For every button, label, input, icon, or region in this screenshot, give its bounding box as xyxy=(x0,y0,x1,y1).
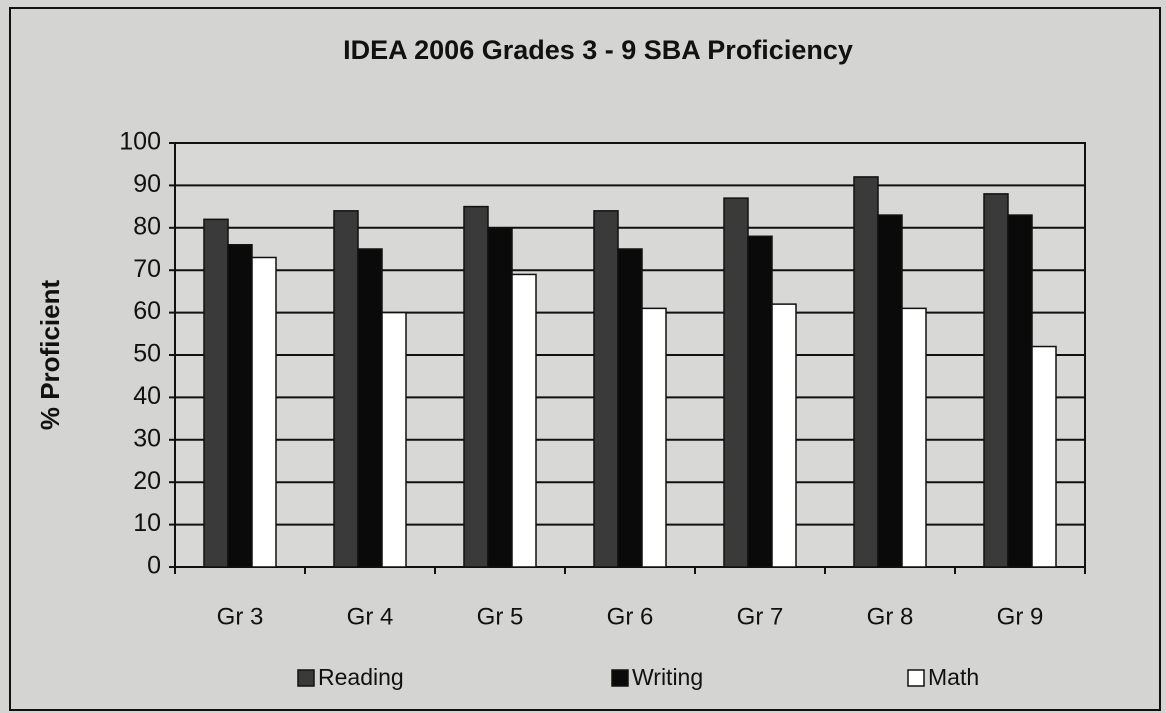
chart-title: IDEA 2006 Grades 3 - 9 SBA Proficiency xyxy=(343,35,853,65)
bar xyxy=(901,307,927,568)
bar xyxy=(251,256,277,568)
legend-swatch xyxy=(297,669,315,687)
bar xyxy=(747,235,773,568)
legend-swatch xyxy=(907,669,925,687)
bar xyxy=(853,176,879,568)
y-tick-label: 40 xyxy=(133,382,161,410)
legend-label: Reading xyxy=(318,664,404,690)
x-tick-label: Gr 5 xyxy=(477,603,524,630)
x-tick-label: Gr 4 xyxy=(347,603,394,630)
x-tick-label: Gr 7 xyxy=(737,603,784,630)
bar xyxy=(227,244,253,568)
x-tick-label: Gr 6 xyxy=(607,603,654,630)
bar xyxy=(771,303,797,568)
bar xyxy=(381,311,407,568)
bar xyxy=(641,307,667,568)
bar xyxy=(877,214,903,568)
bar xyxy=(487,227,513,568)
bar xyxy=(1031,345,1057,568)
x-tick-label: Gr 9 xyxy=(997,603,1044,630)
y-tick-label: 10 xyxy=(133,509,161,537)
y-axis-label: % Proficient xyxy=(35,280,65,431)
bar xyxy=(593,210,619,568)
y-tick-label: 30 xyxy=(133,424,161,452)
bar xyxy=(357,248,383,568)
y-tick-label: 90 xyxy=(133,170,161,198)
bar xyxy=(333,210,359,568)
bar xyxy=(983,193,1009,568)
legend-label: Writing xyxy=(632,664,703,690)
y-tick-label: 70 xyxy=(133,255,161,283)
x-tick-label: Gr 3 xyxy=(217,603,264,630)
legend-label: Math xyxy=(928,664,979,690)
legend-swatch xyxy=(611,669,629,687)
bar xyxy=(463,205,489,568)
bar xyxy=(723,197,749,568)
y-tick-label: 0 xyxy=(147,552,161,580)
bar xyxy=(511,273,537,568)
bar xyxy=(617,248,643,568)
y-tick-label: 80 xyxy=(133,212,161,240)
y-tick-label: 20 xyxy=(133,467,161,495)
x-tick-label: Gr 8 xyxy=(867,603,914,630)
bar xyxy=(1007,214,1033,568)
y-tick-label: 50 xyxy=(133,340,161,368)
y-tick-label: 100 xyxy=(119,128,161,156)
bar xyxy=(203,218,229,568)
y-tick-label: 60 xyxy=(133,297,161,325)
chart-border xyxy=(9,7,1161,711)
